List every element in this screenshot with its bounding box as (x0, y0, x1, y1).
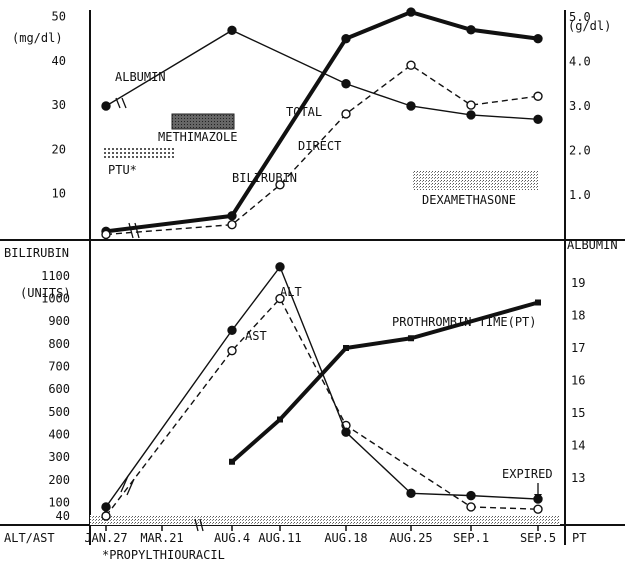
top-left-unit: (mg/dl) (12, 31, 63, 45)
top-right-tick: 3.0 (569, 99, 591, 113)
top-total-point (341, 33, 351, 44)
top-left-tick: 20 (52, 142, 66, 156)
top-right-unit: (g/dl) (568, 19, 611, 33)
bottom-left-tick: 400 (48, 427, 70, 441)
bottom-right-tick: 19 (571, 276, 585, 290)
ast-label: AST (245, 329, 267, 343)
ptu-bar (104, 146, 176, 158)
top-right-tick: 1.0 (569, 188, 591, 202)
bottom-prothrombin-time-pt--point (229, 458, 235, 465)
methimazole-label: METHIMAZOLE (158, 130, 237, 144)
bottom-left-tick: 700 (48, 360, 70, 374)
x-tick-label: SEP.5 (520, 531, 556, 545)
bottom-alt-point (101, 502, 111, 512)
bottom-left-tick: 300 (48, 450, 70, 464)
bottom-left-tick: 900 (48, 314, 70, 328)
top-right-tick: 4.0 (569, 55, 591, 69)
bottom-ast-point (275, 293, 285, 304)
top-left-tick: 50 (52, 10, 66, 24)
top-total-point (406, 7, 416, 17)
bottom-alt-point (227, 325, 237, 335)
bottom-ast-line (105, 297, 539, 517)
top-albumin-point (533, 114, 543, 125)
bottom-alt-point (466, 490, 476, 501)
bottom-right-tick: 18 (571, 309, 585, 323)
bottom-ast-point (101, 511, 111, 521)
bottom-prothrombin-time-pt--point (277, 416, 283, 423)
bottom-left-tick: 600 (48, 382, 70, 396)
bottom-left-tick: 1000 (41, 292, 70, 306)
top-direct-point (406, 60, 416, 70)
top-right-tick: 5.0 (569, 10, 591, 24)
top-direct-point (341, 109, 351, 119)
top-right-tick: 2.0 (569, 144, 591, 158)
top-direct-point (275, 180, 285, 190)
bottom-prothrombin-time-pt--point (408, 335, 414, 342)
top-albumin-point (101, 101, 111, 111)
x-tick-label: AUG.11 (258, 531, 301, 545)
ptu-label: PTU* (108, 163, 137, 177)
x-tick-label: AUG.18 (324, 531, 367, 545)
bottom-alt-point (406, 488, 416, 499)
bottom-right-tick: 15 (571, 406, 585, 420)
bottom-alt-point (341, 427, 351, 437)
alt-label: ALT (280, 285, 302, 299)
bottom-right-tick: 16 (571, 374, 585, 388)
direct-label: DIRECT (298, 139, 341, 153)
bottom-alt-point (275, 262, 285, 272)
bottom-right-tick: 17 (571, 341, 585, 355)
methimazole-bar (171, 113, 235, 130)
bilirubin-axis-title: BILIRUBIN (4, 246, 69, 260)
bottom-stipple-band (90, 515, 560, 525)
bottom-left-tick: 800 (48, 337, 70, 351)
top-albumin-line (105, 29, 539, 121)
top-total-point (227, 211, 237, 221)
dexamethasone-bar (413, 170, 539, 190)
top-left-tick: 10 (52, 187, 66, 201)
axis-break-marks (194, 518, 204, 532)
top-total-point (466, 25, 476, 35)
bottom-ast-point (466, 502, 476, 512)
albumin-label: ALBUMIN (115, 70, 166, 84)
top-albumin-point (227, 25, 237, 36)
x-tick-label: MAR.21 (140, 531, 183, 545)
bottom-left-tick: 1100 (41, 269, 70, 283)
top-total-line (105, 9, 539, 234)
bottom-alt-point (533, 494, 543, 504)
bottom-left-unit: (UNITS) (20, 286, 71, 300)
top-albumin-point (406, 101, 416, 111)
footnote: *PROPYLTHIOURACIL (102, 548, 225, 562)
pt-axis-title: PT (572, 531, 586, 545)
x-tick-label: AUG.4 (214, 531, 250, 545)
bottom-ast-point (533, 504, 543, 514)
x-tick-label: AUG.25 (389, 531, 432, 545)
bottom-right-tick: 13 (571, 471, 585, 485)
bilirubin-series-label: BILIRUBIN (232, 171, 297, 185)
bottom-left-tick: 200 (48, 473, 70, 487)
bottom-ast-point (227, 345, 237, 356)
bottom-left-tick: 40 (56, 509, 70, 523)
bottom-prothrombin-time-pt--point (343, 345, 349, 351)
top-direct-point (533, 91, 543, 101)
bottom-alt-line (105, 265, 539, 508)
top-albumin-point (341, 79, 351, 89)
top-direct-point (466, 100, 476, 110)
top-total-point (533, 33, 543, 44)
top-albumin-point (466, 110, 476, 120)
x-tick-label: JAN.27 (84, 531, 127, 545)
expired-label: EXPIRED (502, 467, 553, 481)
top-direct-point (101, 229, 111, 240)
x-tick-label: SEP.1 (453, 531, 489, 545)
bottom-left-tick: 500 (48, 405, 70, 419)
top-direct-point (227, 220, 237, 230)
alt-ast-axis-title: ALT/AST (4, 531, 55, 545)
bottom-right-tick: 14 (571, 439, 585, 453)
albumin-axis-title: ALBUMIN (567, 238, 618, 252)
bottom-left-tick: 100 (48, 495, 70, 509)
dexamethasone-label: DEXAMETHASONE (422, 193, 516, 207)
top-left-tick: 40 (52, 54, 66, 68)
bottom-prothrombin-time-pt--point (535, 299, 541, 306)
top-left-tick: 30 (52, 98, 66, 112)
